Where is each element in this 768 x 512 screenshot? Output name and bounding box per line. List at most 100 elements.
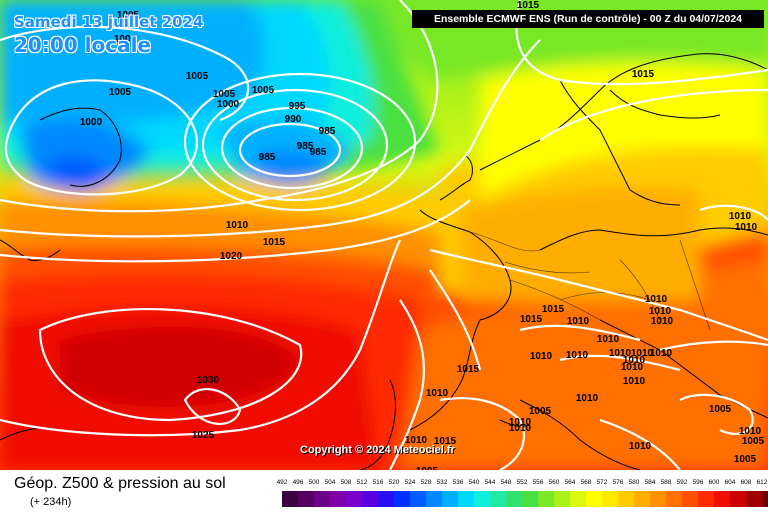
- isobar-label: 1005: [734, 454, 757, 465]
- forecast-date: Samedi 13 juillet 2024: [14, 13, 204, 31]
- isobar-label: 1030: [197, 375, 220, 386]
- legend-swatch: [714, 491, 730, 507]
- legend-colorbar: [282, 491, 768, 507]
- isobar-label: 1010: [649, 306, 672, 317]
- isobar-label: 1005: [416, 466, 439, 470]
- isobar-label: 1015: [632, 69, 655, 80]
- legend-label: 496: [292, 479, 304, 486]
- isobars: [0, 0, 768, 470]
- geopotential-field: 1005 1000 1005 1005 1000 1005 1000 1005 …: [0, 0, 768, 470]
- isobar-label: 1000: [217, 99, 240, 110]
- isobar-label: 1010: [567, 316, 590, 327]
- isobar-label: 1010: [729, 211, 752, 222]
- legend-swatch: [378, 491, 394, 507]
- isobar-label: 1015: [517, 0, 540, 11]
- isobar-label: 1010: [609, 348, 632, 359]
- legend-swatch: [698, 491, 714, 507]
- legend-label: 556: [532, 479, 544, 486]
- legend-swatch: [410, 491, 426, 507]
- isobar-label: 1010: [739, 426, 762, 437]
- legend-label: 588: [660, 479, 672, 486]
- legend-swatch: [650, 491, 666, 507]
- forecast-local-time: 20:00 locale: [14, 33, 151, 57]
- legend-swatch: [330, 491, 346, 507]
- legend-label: 576: [612, 479, 624, 486]
- legend-swatch: [618, 491, 634, 507]
- isobar-label: 1010: [226, 220, 249, 231]
- isobar-label: 985: [259, 152, 276, 163]
- isobar-label: 1015: [263, 237, 286, 248]
- legend-label: 564: [564, 479, 576, 486]
- legend-label: 560: [548, 479, 560, 486]
- legend-label: 532: [436, 479, 448, 486]
- legend-label: 508: [340, 479, 352, 486]
- legend-swatch: [682, 491, 698, 507]
- isobar-label: 1005: [529, 406, 552, 417]
- model-run-title: Ensemble ECMWF ENS (Run de contrôle) - 0…: [412, 10, 764, 28]
- legend-label: 592: [676, 479, 688, 486]
- isobar-label: 1010: [566, 350, 589, 361]
- isobar-label: 985: [319, 126, 336, 137]
- isobar-label: 1010: [405, 435, 428, 446]
- legend-swatch: [586, 491, 602, 507]
- legend-label: 504: [324, 479, 336, 486]
- isobar-label: 1010: [650, 348, 673, 359]
- legend-swatch: [474, 491, 490, 507]
- legend-swatch: [346, 491, 362, 507]
- isobar-labels: 1005 1000 1005 1005 1000 1005 1000 1005 …: [80, 0, 765, 470]
- legend-label: 528: [420, 479, 432, 486]
- legend-swatch: [362, 491, 378, 507]
- legend-label: 572: [596, 479, 608, 486]
- legend-swatch: [762, 491, 768, 507]
- legend-swatch: [746, 491, 762, 507]
- legend-label: 520: [388, 479, 400, 486]
- isobar-label: 1010: [576, 393, 599, 404]
- legend-swatch: [602, 491, 618, 507]
- map-caption: Géop. Z500 & pression au sol: [14, 475, 226, 492]
- isobar-label: 1020: [220, 251, 243, 262]
- legend-label: 540: [468, 479, 480, 486]
- legend-swatch: [490, 491, 506, 507]
- isobar-label: 1005: [109, 87, 132, 98]
- isobar-label: 1010: [509, 423, 532, 434]
- isobar-label: 1005: [213, 89, 236, 100]
- legend-swatch: [570, 491, 586, 507]
- isobar-label: 985: [310, 147, 327, 158]
- legend-label: 600: [708, 479, 720, 486]
- legend-swatch: [426, 491, 442, 507]
- caption-bar: Géop. Z500 & pression au sol (+ 234h) 49…: [0, 470, 768, 512]
- borders: [469, 231, 711, 331]
- isobar-label: 1015: [542, 304, 565, 315]
- isobar-label: 1005: [742, 436, 765, 447]
- legend-label: 536: [452, 479, 464, 486]
- legend-swatch: [394, 491, 410, 507]
- isobar-label: 1010: [597, 334, 620, 345]
- isobar-label: 1005: [252, 85, 275, 96]
- isobar-label: 1010: [631, 348, 654, 359]
- legend-label: 552: [516, 479, 528, 486]
- legend-label: 580: [628, 479, 640, 486]
- isobar-label: 1015: [457, 364, 480, 375]
- legend-label: 516: [372, 479, 384, 486]
- legend-swatch: [634, 491, 650, 507]
- isobar-label: 985: [297, 141, 314, 152]
- isobar-label: 1010: [426, 388, 449, 399]
- legend-swatch: [442, 491, 458, 507]
- legend-swatch: [522, 491, 538, 507]
- weather-map: 1005 1000 1005 1005 1000 1005 1000 1005 …: [0, 0, 768, 470]
- isobar-label: 1015: [434, 436, 457, 447]
- legend-label: 548: [500, 479, 512, 486]
- legend-label: 524: [404, 479, 416, 486]
- isobar-label: 995: [289, 101, 306, 112]
- legend-swatch: [458, 491, 474, 507]
- coastlines: [0, 53, 768, 470]
- legend-swatch: [282, 491, 298, 507]
- isobar-label: 1000: [80, 117, 103, 128]
- legend-swatch: [554, 491, 570, 507]
- legend-label: 512: [356, 479, 368, 486]
- forecast-lead-time: (+ 234h): [30, 496, 72, 508]
- isobar-label: 1010: [530, 351, 553, 362]
- isobar-label: 1010: [621, 362, 644, 373]
- isobar-label: 1015: [520, 314, 543, 325]
- isobar-label: 1010: [623, 355, 646, 366]
